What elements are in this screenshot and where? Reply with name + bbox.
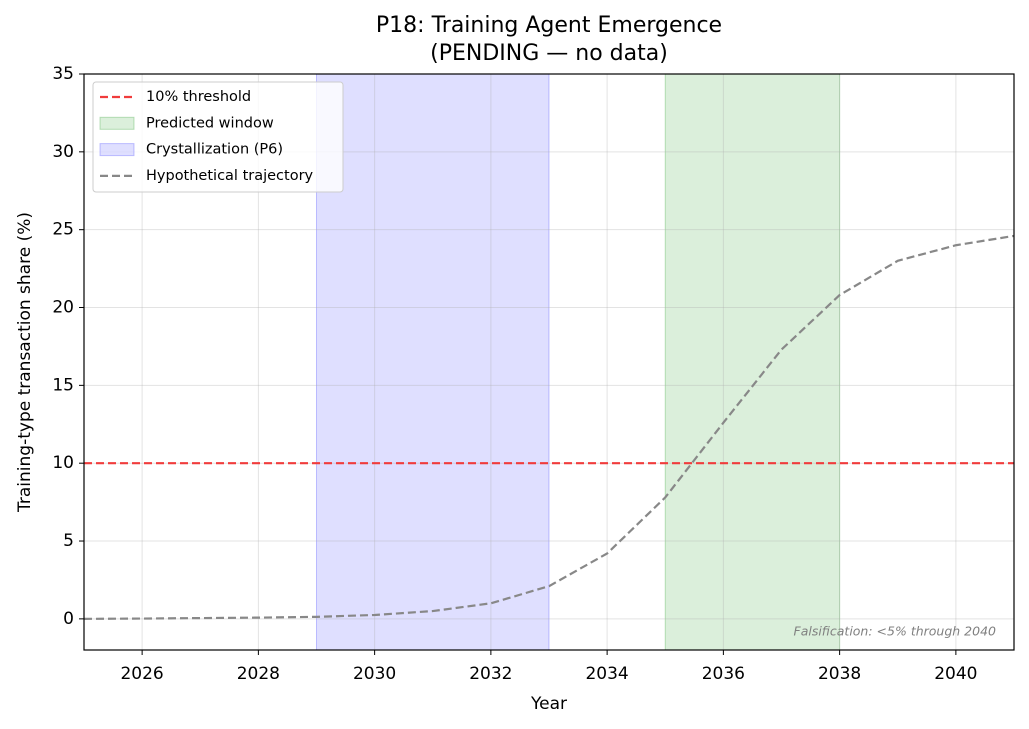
x-tick-label: 2030 — [353, 664, 396, 684]
chart-title: P18: Training Agent Emergence — [376, 13, 722, 38]
trajectory-line — [83, 234, 1015, 620]
y-tick-label: 25 — [52, 220, 74, 240]
legend-label: Crystallization (P6) — [146, 142, 283, 158]
y-tick-label: 15 — [52, 375, 74, 395]
legend-label: 10% threshold — [146, 89, 251, 105]
legend-swatch — [99, 143, 135, 157]
plot-frame — [83, 73, 1015, 651]
legend-label: Hypothetical trajectory — [146, 168, 314, 184]
x-tick-label: 2036 — [702, 664, 745, 684]
x-tick-label: 2038 — [818, 664, 861, 684]
span — [664, 73, 841, 651]
legend-label: Predicted window — [146, 115, 274, 131]
y-tick-label: 10 — [52, 453, 74, 473]
x-tick-label: 2032 — [469, 664, 512, 684]
annotation: Falsification: <5% through 2040 — [794, 624, 997, 639]
x-tick-label: 2026 — [120, 664, 163, 684]
legend-box — [92, 81, 344, 193]
chart-subtitle: (PENDING — no data) — [430, 41, 668, 66]
legend-swatch — [99, 116, 135, 130]
x-axis-label: Year — [530, 694, 567, 714]
span — [316, 73, 550, 651]
y-axis-label: Training-type transaction share (%) — [15, 212, 35, 513]
x-tick-label: 2034 — [585, 664, 628, 684]
y-tick-label: 30 — [52, 142, 74, 162]
y-tick-label: 20 — [52, 298, 74, 318]
y-tick-label: 35 — [52, 64, 74, 84]
x-tick-label: 2028 — [237, 664, 280, 684]
y-tick-label: 0 — [63, 609, 74, 629]
y-tick-label: 5 — [63, 531, 74, 551]
x-tick-label: 2040 — [934, 664, 977, 684]
